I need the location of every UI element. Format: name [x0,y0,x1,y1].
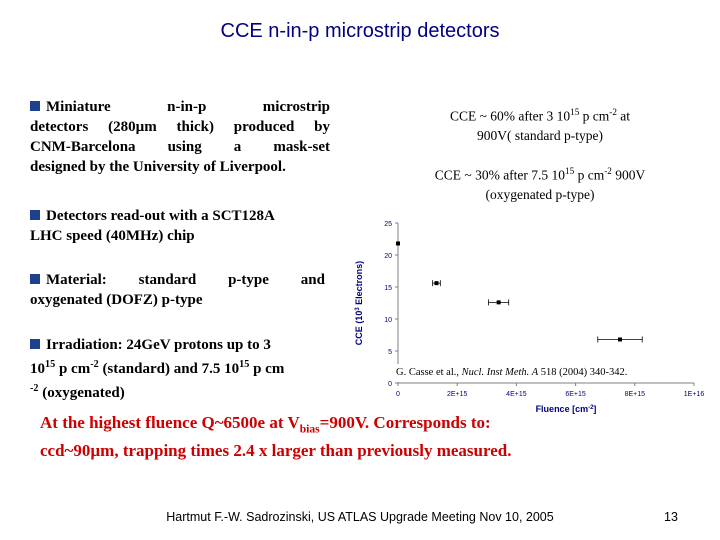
bullet-2-line-2: LHC speed (40MHz) chip [30,228,195,244]
plot-frame [397,223,694,384]
annotation-standard-cce: CCE ~ 60% after 3 1015 p cm-2 at 900V( s… [449,107,631,143]
bullet-square-icon [30,210,40,220]
data-point [618,337,622,342]
bullet-3-line-2: oxygenated (DOFZ) p-type [30,292,203,308]
x-tick-label: 8E+15 [625,391,646,398]
bullet-miniature-detectors: Miniature n-in-p microstrip detectors (2… [30,97,330,177]
x-tick-label: 6E+15 [565,391,586,398]
data-point [434,281,439,286]
x-tick-label: 4E+15 [506,391,527,398]
bullet-3-line-1: Material: standard p-type and [46,272,325,288]
bullet-4-line-1: Irradiation: 24GeV protons up to 3 [46,337,271,353]
data-point [396,241,400,246]
x-tick-label: 2E+15 [447,391,468,398]
y-axis-label: CCE (103 Electrons) [354,261,364,345]
y-tick-label: 20 [384,253,392,260]
bullet-2-line-1: Detectors read-out with a SCT128A [46,208,275,224]
bullet-1-line-1: Miniature n-in-p microstrip [46,99,330,115]
bullet-square-icon [30,339,40,349]
y-axis-ticks: 0 5 10 15 20 25 [384,221,398,388]
y-tick-label: 5 [388,349,392,356]
key-result-text: At the highest fluence Q~6500e at Vbias=… [40,412,680,462]
data-point [496,300,501,305]
bullet-4-line-3: -2 (oxygenated) [30,383,125,401]
x-tick-label: 1E+16 [684,391,705,398]
bullet-4-line-2: 1015 p cm-2 (standard) and 7.5 1015 p cm [30,359,285,377]
key-result-line-2: ccd~90µm, trapping times 2.4 x larger th… [40,441,512,461]
bullet-square-icon [30,274,40,284]
y-tick-label: 10 [384,317,392,324]
bullet-1-line-3: CNM-Barcelona using a mask-set [30,139,330,155]
x-axis-label: Fluence [cm-2] [536,404,597,414]
y-tick-label: 15 [384,285,392,292]
x-tick-label: 0 [396,391,400,398]
bullet-1-line-4: designed by the University of Liverpool. [30,159,286,175]
y-tick-label: 25 [384,221,392,228]
chart-citation: G. Casse et al., Nucl. Inst Meth. A 518 … [396,364,696,382]
bullet-irradiation: Irradiation: 24GeV protons up to 3 1015 … [30,335,340,403]
cce-vs-fluence-chart: 0 5 10 15 20 25 0 2E+15 4E+15 6E+15 8E+15 1E+16 CC… [354,221,704,414]
bullet-1-line-2: detectors (280µm thick) produced by [30,119,330,135]
key-result-line-1: At the highest fluence Q~6500e at Vbias=… [40,413,491,436]
bullet-material: Material: standard p-type and oxygenated… [30,270,325,310]
bullet-square-icon [30,101,40,111]
slide-title: CCE n-in-p microstrip detectors [220,20,500,42]
page-number: 13 [664,510,678,524]
annotation-oxygenated-cce: CCE ~ 30% after 7.5 1015 p cm-2 900V (ox… [434,166,646,202]
footer-text: Hartmut F.-W. Sadrozinski, US ATLAS Upgr… [166,510,554,524]
data-points [396,241,643,343]
x-axis-ticks: 0 2E+15 4E+15 6E+15 8E+15 1E+16 [396,383,704,398]
y-tick-label: 0 [388,381,392,388]
bullet-readout: Detectors read-out with a SCT128A LHC sp… [30,206,350,246]
